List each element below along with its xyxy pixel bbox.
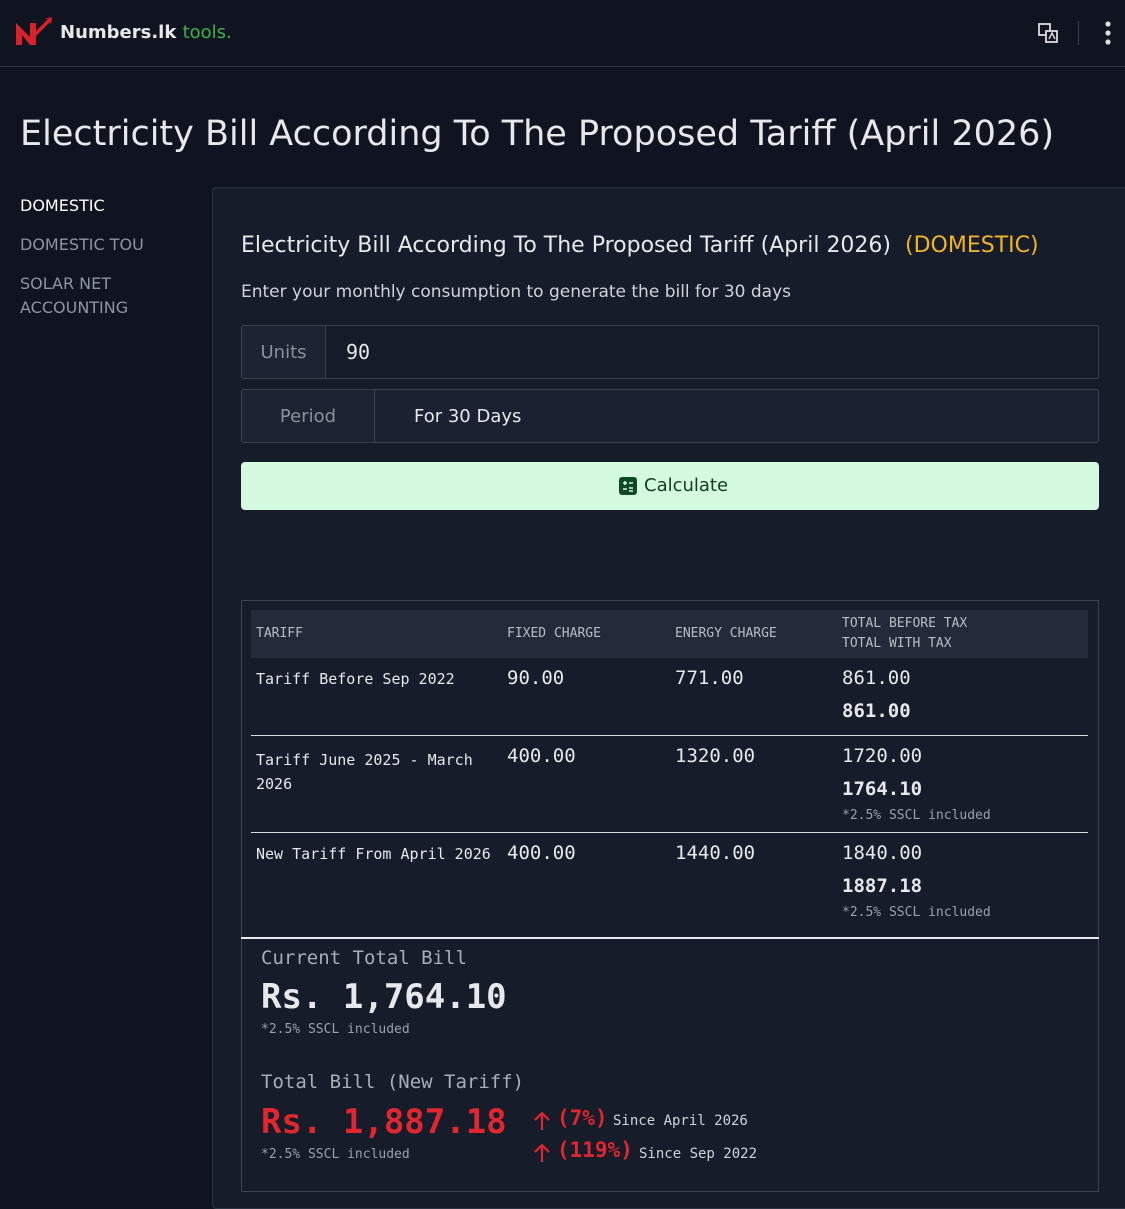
row-divider [251, 735, 1088, 736]
increase-arrow [534, 1143, 550, 1162]
new-note: *2.5% SSCL included [261, 1147, 410, 1162]
summary-divider [241, 937, 1099, 939]
tax-note: *2.5% SSCL included [842, 808, 991, 823]
current-note: *2.5% SSCL included [261, 1022, 410, 1037]
increase-arrow [534, 1111, 550, 1130]
energy-charge: 1320.00 [675, 745, 756, 767]
column-header: TOTAL WITH TAX [842, 636, 952, 651]
units-label: Units [242, 326, 326, 378]
divider [1078, 21, 1079, 45]
current-label: Current Total Bill [261, 947, 467, 969]
change-percent: (7%) [557, 1106, 608, 1130]
menu-button[interactable] [1102, 20, 1114, 46]
tariff-name: New Tariff From April 2026 [256, 845, 491, 863]
fixed-charge: 400.00 [507, 842, 576, 864]
nav-item[interactable]: DOMESTIC [20, 196, 105, 215]
energy-charge: 771.00 [675, 667, 744, 689]
total-with-tax: 861.00 [842, 700, 911, 722]
total-before-tax: 1720.00 [842, 745, 923, 767]
period-label: Period [242, 390, 375, 442]
tax-note: *2.5% SSCL included [842, 905, 991, 920]
period-select[interactable]: Period For 30 Days [241, 389, 1099, 443]
column-header: ENERGY CHARGE [675, 626, 777, 641]
calculator-icon [619, 477, 637, 495]
energy-charge: 1440.00 [675, 842, 756, 864]
nav-item[interactable]: SOLAR NET ACCOUNTING [20, 274, 129, 317]
fixed-charge: 400.00 [507, 745, 576, 767]
change-since: Since April 2026 [613, 1113, 748, 1129]
total-before-tax: 861.00 [842, 667, 911, 689]
button-label[interactable]: Calculate [644, 475, 729, 496]
tariff-name: Tariff June 2025 - March 2026 [256, 751, 473, 793]
current-bill: Rs. 1,764.10 [261, 977, 507, 1017]
page-title: Electricity Bill According To The Propos… [20, 114, 1055, 154]
new-label: Total Bill (New Tariff) [261, 1071, 525, 1093]
instruction: Enter your monthly consumption to genera… [241, 282, 791, 302]
category-tag: (DOMESTIC) [905, 233, 1039, 258]
brand-suffix[interactable]: tools. [182, 22, 232, 43]
new-bill: Rs. 1,887.18 [261, 1102, 507, 1142]
nav-item[interactable]: DOMESTIC TOU [20, 235, 144, 254]
units-input[interactable]: Units 90 [241, 325, 1099, 379]
table-header [251, 610, 1088, 658]
total-before-tax: 1840.00 [842, 842, 923, 864]
brand[interactable]: Numbers.lk tools. [60, 22, 232, 43]
fixed-charge: 90.00 [507, 667, 565, 689]
column-header: TOTAL BEFORE TAX [842, 616, 968, 631]
results-table [241, 600, 1099, 1192]
column-header: TARIFF [256, 626, 303, 641]
tariff-name: Tariff Before Sep 2022 [256, 670, 455, 688]
brand-name[interactable]: Numbers.lk [60, 22, 177, 43]
card-title-text: Electricity Bill According To The Propos… [241, 233, 892, 258]
column-header: FIXED CHARGE [507, 626, 601, 641]
calculate-button[interactable]: Calculate [241, 462, 1099, 510]
card-title: Electricity Bill According To The Propos… [241, 233, 1039, 258]
top-bar: Numbers.lk tools. [0, 0, 1125, 67]
change-since: Since Sep 2022 [639, 1146, 758, 1162]
change-percent: (119%) [557, 1138, 633, 1162]
logo-icon[interactable] [14, 17, 54, 47]
period-value[interactable]: For 30 Days [414, 406, 522, 427]
row-divider [251, 832, 1088, 833]
units-value[interactable]: 90 [346, 340, 371, 364]
total-with-tax: 1887.18 [842, 875, 923, 897]
translate-button[interactable] [1037, 22, 1059, 44]
total-with-tax: 1764.10 [842, 778, 923, 800]
